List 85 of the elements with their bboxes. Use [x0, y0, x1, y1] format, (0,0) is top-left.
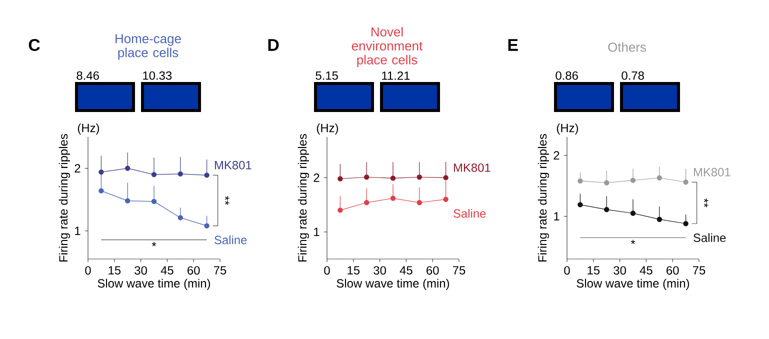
point: [443, 196, 448, 202]
series-label: Saline: [454, 208, 486, 218]
series-label: MK801: [214, 160, 252, 170]
point: [204, 223, 210, 228]
y-tick-label: 2: [74, 164, 80, 172]
point: [443, 175, 448, 180]
point: [178, 171, 184, 177]
point: [630, 178, 636, 183]
x-tick-label: 45: [160, 266, 174, 275]
text: 0.78: [622, 71, 644, 80]
text: E: [508, 39, 518, 51]
point: [364, 174, 370, 180]
point: [416, 200, 422, 206]
text: (Hz): [316, 123, 338, 135]
text: D: [268, 39, 279, 51]
x-tick-label: 60: [426, 266, 439, 275]
x-tick-label: 30: [614, 266, 626, 275]
text: C: [28, 39, 40, 51]
x-tick-label: 45: [400, 266, 412, 275]
point: [390, 196, 396, 201]
x-tick-label: 60: [188, 266, 200, 275]
point: [125, 198, 130, 204]
text: (Hz): [78, 123, 100, 135]
x-axis-title: Slow wave time (min): [98, 278, 210, 290]
series-label: MK801: [454, 163, 490, 172]
x-tick-label: 45: [640, 266, 652, 275]
x-tick-label: 30: [134, 266, 147, 275]
text: **: [704, 198, 708, 208]
point: [683, 221, 688, 226]
text: (Hz): [556, 123, 578, 135]
chart-title: Novel environment place cells: [352, 27, 423, 67]
text: **: [225, 196, 230, 205]
y-tick-label: 1: [314, 228, 320, 236]
x-tick-label: 75: [692, 266, 706, 275]
x-tick-label: 15: [348, 266, 360, 275]
y-tick-label: 2: [314, 173, 320, 182]
point: [204, 172, 210, 178]
x-tick-label: 15: [108, 266, 121, 275]
x-axis-title: Slow wave time (min): [576, 278, 690, 290]
point: [656, 216, 662, 222]
text: 5.15: [316, 71, 338, 80]
point: [178, 215, 184, 220]
point: [151, 198, 157, 204]
x-tick-label: 0: [324, 266, 330, 275]
y-axis-title: Firing rate during ripples: [538, 134, 550, 262]
x-tick-label: 30: [374, 266, 386, 275]
chart-title: Home-cage place cells: [116, 34, 181, 60]
point: [98, 188, 104, 194]
annotation: *: [630, 240, 636, 244]
point: [338, 208, 343, 213]
annotation: *: [152, 242, 156, 246]
chart-title: Others: [608, 42, 646, 52]
y-tick-label: 1: [75, 226, 80, 235]
x-tick-label: 60: [666, 266, 679, 275]
text: 0.86: [556, 71, 578, 80]
series-label: MK801: [694, 168, 730, 176]
x-tick-label: 75: [214, 266, 226, 275]
x-tick-label: 0: [85, 266, 91, 275]
point: [151, 172, 157, 178]
point: [98, 169, 104, 175]
point: [683, 180, 688, 185]
point: [390, 176, 396, 181]
series-label: Saline: [214, 235, 247, 244]
point: [578, 178, 583, 184]
text: 8.46: [76, 71, 99, 80]
point: [630, 210, 636, 216]
text: 10.33: [143, 71, 172, 80]
x-axis-title: Slow wave time (min): [336, 278, 450, 290]
point: [416, 174, 422, 180]
text: 11.21: [382, 71, 410, 80]
x-tick-label: 75: [452, 266, 466, 275]
x-tick-label: 0: [564, 266, 570, 275]
y-tick-label: 2: [554, 151, 560, 160]
point: [604, 180, 610, 186]
point: [604, 206, 610, 212]
series-label: Saline: [694, 233, 726, 242]
y-axis-title: Firing rate during ripples: [58, 134, 70, 262]
y-axis-title: Firing rate during ripples: [298, 134, 310, 262]
point: [364, 200, 370, 206]
point: [578, 202, 583, 208]
x-tick-label: 15: [588, 266, 600, 275]
point: [125, 166, 130, 171]
point: [338, 176, 343, 182]
y-tick-label: 1: [554, 212, 560, 220]
point: [656, 175, 662, 180]
